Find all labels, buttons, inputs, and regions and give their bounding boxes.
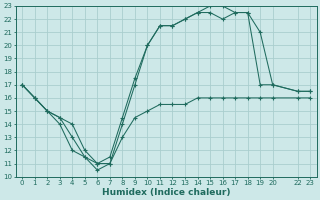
X-axis label: Humidex (Indice chaleur): Humidex (Indice chaleur) (102, 188, 230, 197)
